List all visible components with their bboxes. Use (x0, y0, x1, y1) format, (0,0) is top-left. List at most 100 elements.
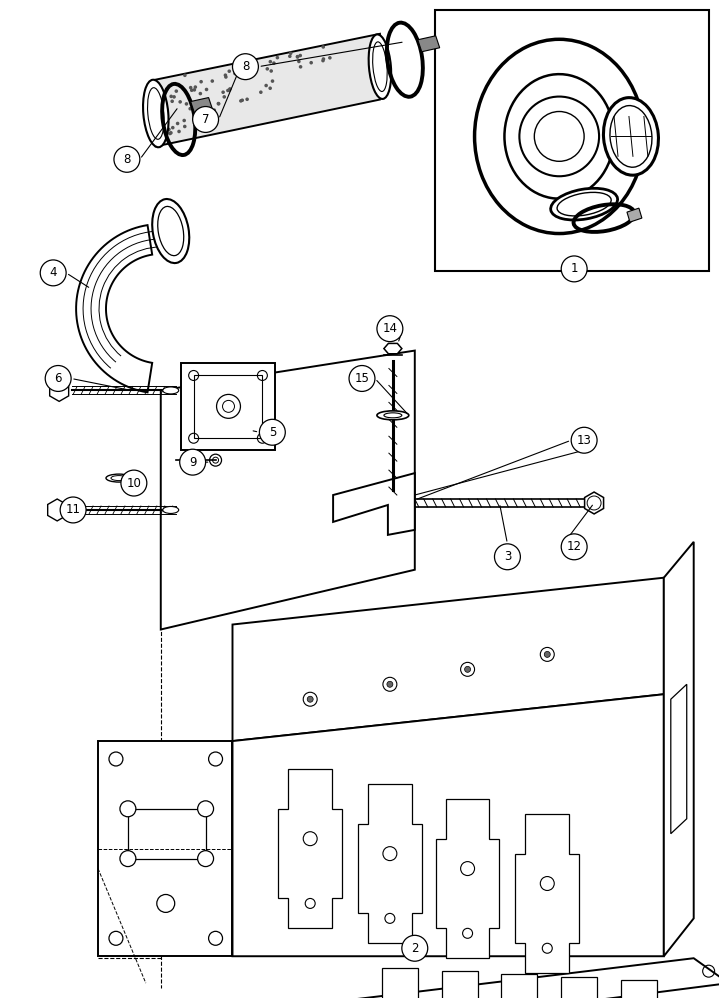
Circle shape (276, 56, 279, 59)
Ellipse shape (111, 476, 127, 481)
Circle shape (221, 90, 225, 94)
Ellipse shape (163, 387, 179, 394)
Circle shape (571, 427, 597, 453)
Polygon shape (436, 799, 500, 958)
Circle shape (310, 61, 313, 64)
Text: 7: 7 (202, 113, 210, 126)
Circle shape (60, 497, 86, 523)
Polygon shape (516, 814, 579, 973)
Polygon shape (384, 343, 402, 354)
Circle shape (209, 931, 222, 945)
Circle shape (322, 57, 325, 61)
Bar (435, 10, 708, 271)
Circle shape (307, 696, 313, 702)
Circle shape (174, 89, 178, 93)
Circle shape (269, 69, 273, 73)
Circle shape (233, 54, 258, 80)
Text: 8: 8 (123, 153, 130, 166)
Circle shape (228, 88, 231, 92)
Polygon shape (441, 971, 477, 1000)
Circle shape (464, 666, 471, 672)
Text: 3: 3 (504, 550, 511, 563)
Text: 8: 8 (242, 60, 249, 73)
Circle shape (299, 54, 302, 57)
Circle shape (199, 80, 203, 83)
Circle shape (120, 801, 136, 817)
Circle shape (240, 98, 244, 102)
Ellipse shape (148, 88, 164, 139)
Polygon shape (50, 379, 68, 401)
Circle shape (402, 935, 428, 961)
Circle shape (561, 534, 587, 560)
Circle shape (166, 87, 169, 91)
Circle shape (193, 107, 219, 132)
Circle shape (259, 90, 263, 94)
Polygon shape (627, 208, 642, 222)
Polygon shape (501, 974, 537, 1000)
Circle shape (185, 102, 188, 106)
Polygon shape (128, 809, 206, 859)
Polygon shape (194, 375, 262, 438)
Circle shape (217, 102, 220, 105)
Circle shape (377, 316, 402, 342)
Circle shape (296, 55, 300, 59)
Ellipse shape (143, 80, 168, 147)
Circle shape (189, 86, 192, 89)
Circle shape (172, 95, 176, 99)
Circle shape (271, 79, 274, 83)
Circle shape (177, 130, 181, 133)
Text: 12: 12 (567, 540, 582, 553)
Circle shape (176, 122, 179, 125)
Circle shape (243, 64, 247, 68)
Circle shape (226, 89, 230, 92)
Circle shape (250, 62, 253, 66)
Polygon shape (181, 363, 275, 450)
Ellipse shape (384, 413, 402, 418)
Circle shape (288, 54, 292, 58)
Circle shape (246, 97, 249, 101)
Circle shape (40, 260, 66, 286)
Circle shape (233, 72, 237, 75)
Text: 2: 2 (411, 942, 418, 955)
Circle shape (120, 851, 136, 867)
Circle shape (266, 67, 269, 71)
Ellipse shape (106, 474, 132, 482)
Circle shape (296, 55, 300, 58)
Circle shape (180, 449, 206, 475)
Text: 6: 6 (55, 372, 62, 385)
Polygon shape (561, 977, 597, 1000)
Ellipse shape (610, 106, 652, 167)
Ellipse shape (377, 411, 409, 420)
Circle shape (269, 60, 272, 63)
Ellipse shape (369, 34, 391, 99)
Polygon shape (76, 225, 152, 392)
Text: 1: 1 (570, 262, 578, 275)
Circle shape (561, 256, 587, 282)
Circle shape (228, 87, 232, 91)
Circle shape (269, 86, 272, 90)
Polygon shape (161, 351, 415, 629)
Circle shape (222, 95, 226, 99)
Circle shape (114, 146, 140, 172)
Polygon shape (664, 542, 693, 956)
Circle shape (252, 66, 256, 70)
Ellipse shape (603, 98, 659, 175)
Text: 11: 11 (66, 503, 81, 516)
Circle shape (224, 73, 228, 77)
Circle shape (169, 95, 173, 98)
Circle shape (167, 128, 171, 131)
Polygon shape (621, 980, 657, 1000)
Polygon shape (585, 492, 603, 514)
Circle shape (204, 88, 208, 91)
Polygon shape (98, 741, 233, 956)
Text: 13: 13 (577, 434, 592, 447)
Ellipse shape (557, 192, 611, 216)
Circle shape (259, 419, 285, 445)
Circle shape (197, 801, 214, 817)
Ellipse shape (158, 206, 184, 256)
Polygon shape (333, 473, 415, 535)
Circle shape (289, 51, 292, 55)
Polygon shape (382, 968, 418, 1000)
Circle shape (169, 131, 173, 135)
Polygon shape (48, 499, 67, 521)
